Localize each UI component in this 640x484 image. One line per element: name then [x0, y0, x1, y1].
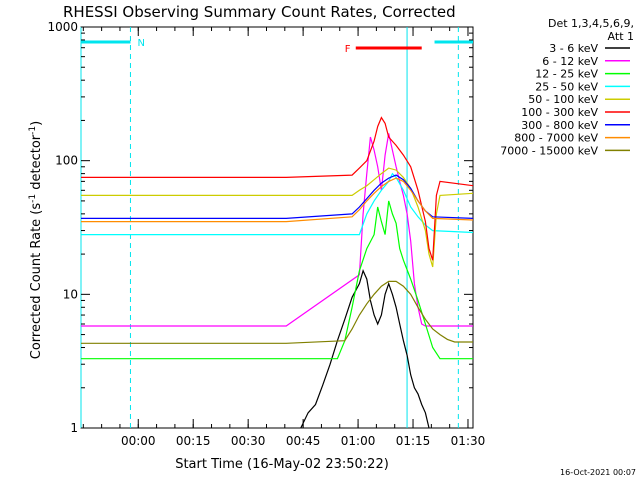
night-marker-label: N	[137, 38, 144, 49]
legend-header-line2: Att 1	[608, 30, 634, 43]
x-tick-label-0: 00:00	[121, 434, 156, 448]
y-axis-label-part1: Corrected Count Rate (s	[29, 203, 44, 360]
legend-label-7: 800 - 7000 keV	[514, 132, 598, 145]
y-tick-label-3: 1000	[47, 20, 78, 34]
x-tick-label-3: 00:45	[286, 434, 321, 448]
x-tick-label-4: 01:00	[341, 434, 376, 448]
y-axis-label-part3: )	[29, 121, 44, 126]
footer-date: 16-Oct-2021 00:07	[560, 468, 636, 477]
legend-label-0: 3 - 6 keV	[549, 42, 598, 55]
legend-label-3: 25 - 50 keV	[535, 80, 598, 93]
series-line-8	[81, 280, 473, 344]
y-tick-label-0: 1	[70, 421, 78, 435]
series-line-5	[81, 116, 474, 261]
series-line-0	[300, 269, 430, 429]
y-axis-label-part2: detector	[29, 134, 44, 194]
y-tick-label-1: 10	[63, 287, 78, 301]
y-axis-label: Corrected Count Rate (s-1 detector-1)	[28, 121, 44, 359]
y-tick-label-2: 100	[55, 154, 78, 168]
flare-marker-label: F	[345, 44, 351, 55]
legend-label-2: 12 - 25 keV	[535, 68, 598, 81]
legend-label-8: 7000 - 15000 keV	[500, 144, 598, 157]
legend-label-4: 50 - 100 keV	[528, 93, 598, 106]
y-axis-label-sup1: -1	[28, 194, 38, 203]
x-tick-label-1: 00:15	[176, 434, 211, 448]
legend-label-5: 100 - 300 keV	[521, 106, 598, 119]
x-tick-label-5: 01:15	[396, 434, 431, 448]
x-tick-label-6: 01:30	[451, 434, 486, 448]
series-line-7	[81, 177, 474, 223]
chart-title: RHESSI Observing Summary Count Rates, Co…	[63, 3, 456, 21]
legend-label-1: 6 - 12 keV	[542, 55, 598, 68]
legend-label-6: 300 - 800 keV	[521, 119, 598, 132]
legend-header-line1: Det 1,3,4,5,6,9,	[548, 17, 634, 30]
y-axis-label-sup2: -1	[28, 126, 38, 135]
x-tick-label-2: 00:30	[231, 434, 266, 448]
x-axis-label: Start Time (16-May-02 23:50:22)	[175, 457, 389, 472]
